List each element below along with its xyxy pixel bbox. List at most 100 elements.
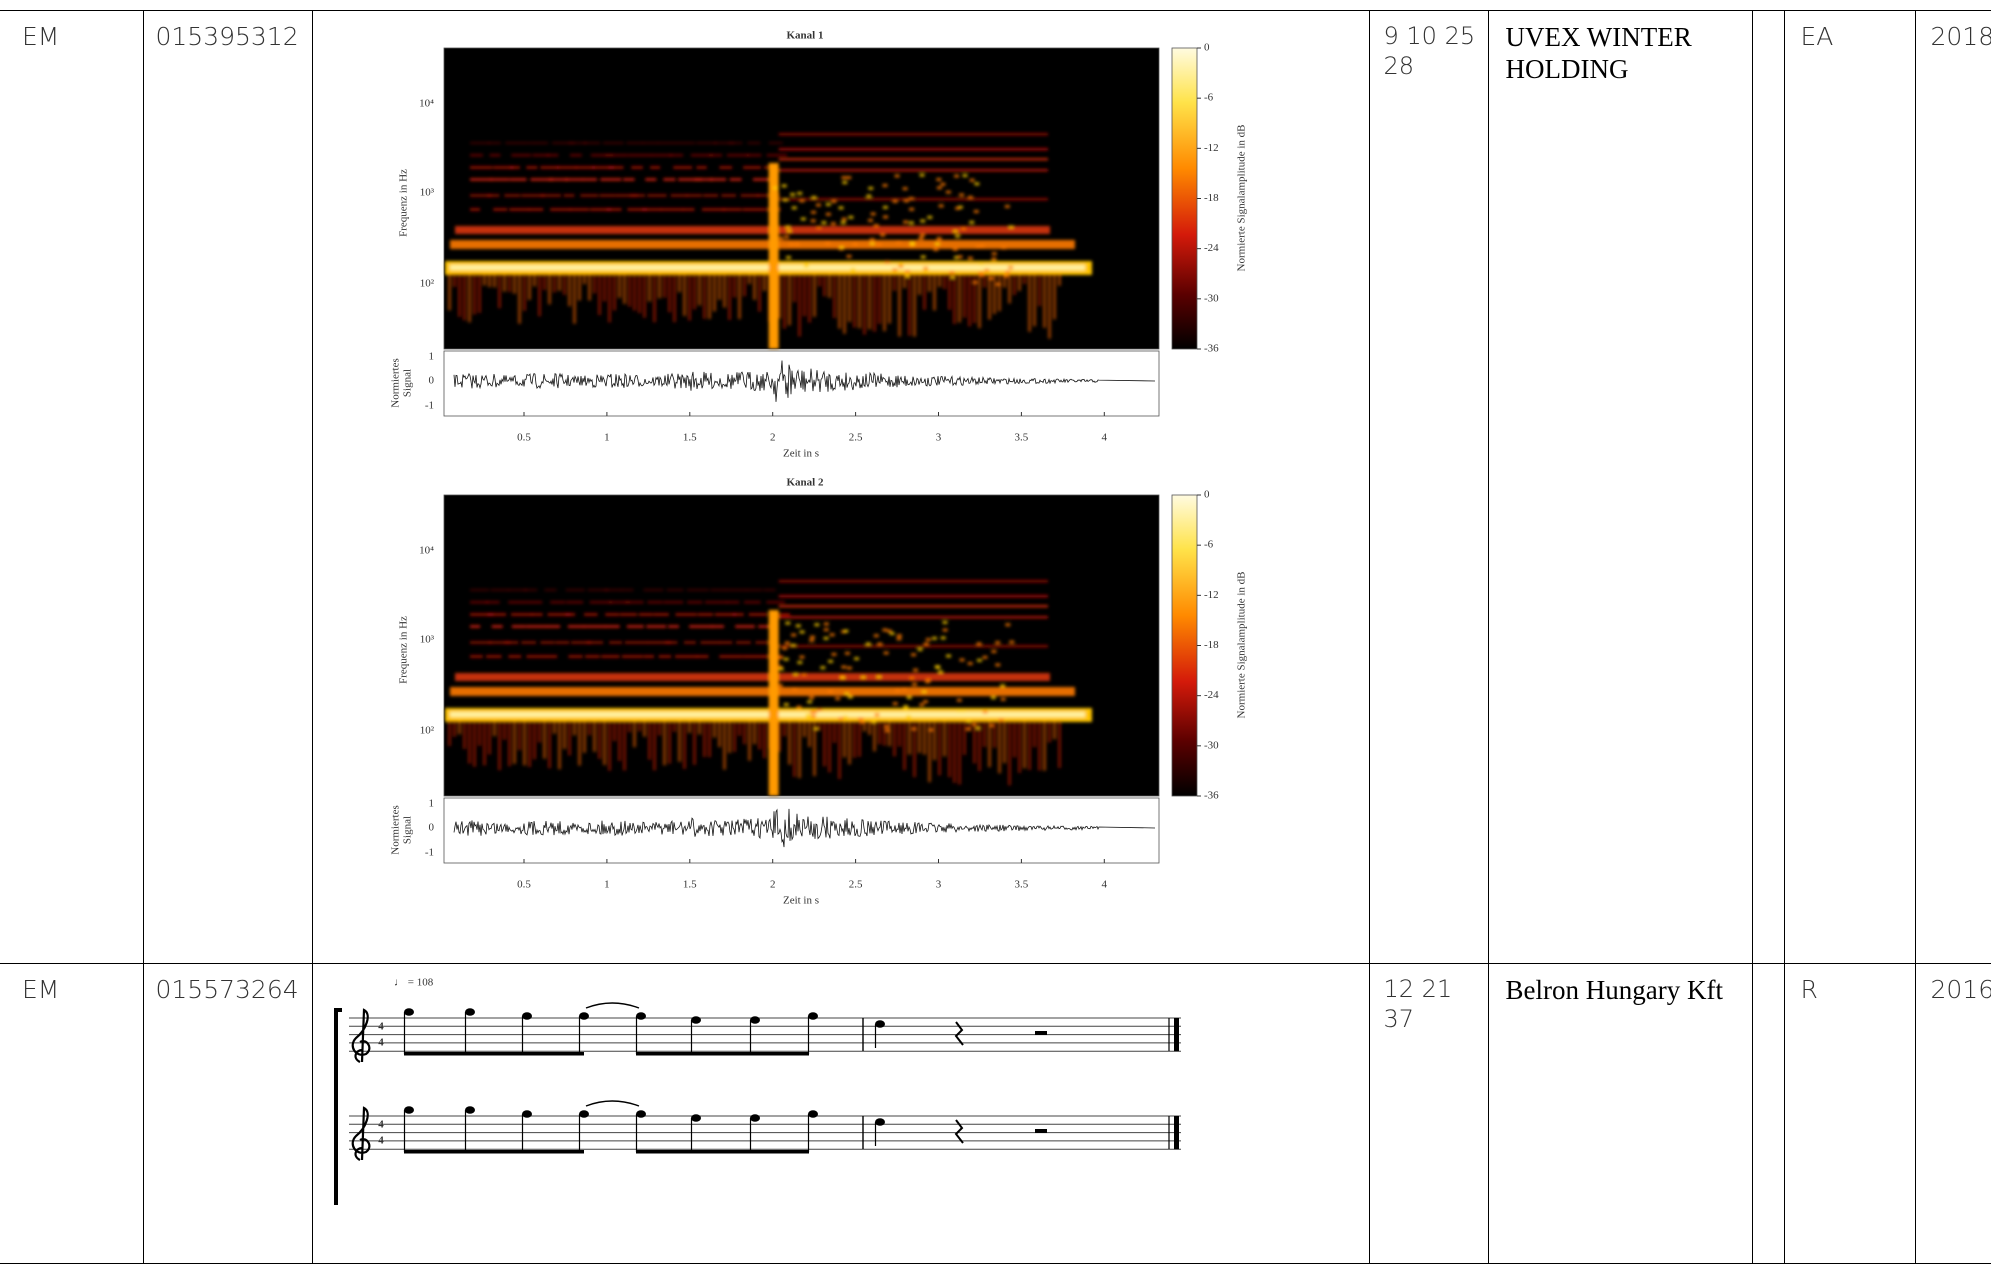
speckle [850,268,856,272]
speckle [838,716,844,720]
harmonic [603,589,622,591]
streak [623,274,626,304]
streak [533,274,536,287]
streak [613,721,616,742]
harmonic [686,194,702,197]
harmonic [470,208,481,211]
tempo-mark: ♩ = 108 [394,977,434,989]
streak [553,274,556,293]
speckle [823,636,829,640]
harmonic [508,589,528,591]
time-tick-label: 3.5 [1015,879,1029,891]
streak [798,274,801,337]
tie [585,1002,640,1009]
streak [1058,274,1061,286]
speckle [782,646,788,650]
speckle [846,666,852,670]
speckle [918,236,924,240]
speckle [967,195,973,199]
harmonic [490,178,510,181]
streak [683,274,686,316]
harmonic [758,625,773,628]
speckle [796,705,802,709]
harmonic [602,142,624,144]
speckle [858,717,864,721]
freq-tick-label: 10² [420,278,435,290]
page-body: EM 015395312 9 10 25 28 UVEX WINTER HOLD… [0,10,1991,1264]
panel-title: Kanal 2 [787,477,824,489]
speckle [788,242,794,246]
harmonic [521,641,537,644]
beam [636,1052,809,1056]
speckle [778,667,784,671]
speckle [805,713,811,717]
speckle [825,212,831,216]
harmonic [748,613,768,616]
streak [1038,274,1041,307]
harmonic [526,601,543,604]
speckle [816,225,822,229]
streak [568,721,571,756]
harmonic [778,645,1048,648]
harmonic [658,655,672,658]
harmonic [645,178,657,181]
harmonic [663,178,676,181]
streak [943,274,946,290]
streak [683,721,686,769]
speckle [925,680,931,684]
harmonic [647,641,672,644]
streak [873,721,876,752]
streak [708,274,711,319]
streak [463,274,466,321]
streak [913,721,916,778]
harmonic [584,613,598,616]
streak [963,721,966,755]
streak [623,721,626,771]
signal-tick-label: -1 [425,847,434,859]
streak [998,721,1001,774]
speckle [811,210,817,214]
speckle [844,692,850,696]
speckle [854,657,860,661]
speckle [954,174,960,178]
streak [473,721,476,767]
speckle [896,637,902,641]
streak [968,274,971,327]
colorbar-tick-label: -18 [1204,192,1219,204]
streak [538,721,541,743]
final-barline [1174,1116,1179,1150]
speckle [852,242,858,246]
speckle [934,665,940,669]
streak [1013,274,1016,296]
speckle [1004,204,1010,208]
streak [673,274,676,323]
streak [913,274,916,337]
harmonic [568,142,588,144]
streak [838,274,841,329]
streak [558,274,561,291]
speckle [809,696,815,700]
speckle [911,727,917,731]
speckle [955,206,961,210]
speckle [876,242,882,246]
half-rest [1035,1129,1047,1133]
streak [653,274,656,323]
speckle [905,275,911,279]
speckle [809,635,815,639]
streak [573,274,576,324]
speckle [809,638,815,642]
speckle [952,229,958,233]
notehead [808,1110,818,1118]
colorbar-tick-label: -30 [1204,739,1219,751]
speckle [990,696,996,700]
streak [488,721,491,755]
streak [633,721,636,748]
harmonic [556,166,578,169]
streak [543,721,546,759]
streak [1028,721,1031,771]
streak [498,274,501,309]
streak [863,274,866,335]
harmonic [626,142,644,144]
speckle [831,199,837,203]
